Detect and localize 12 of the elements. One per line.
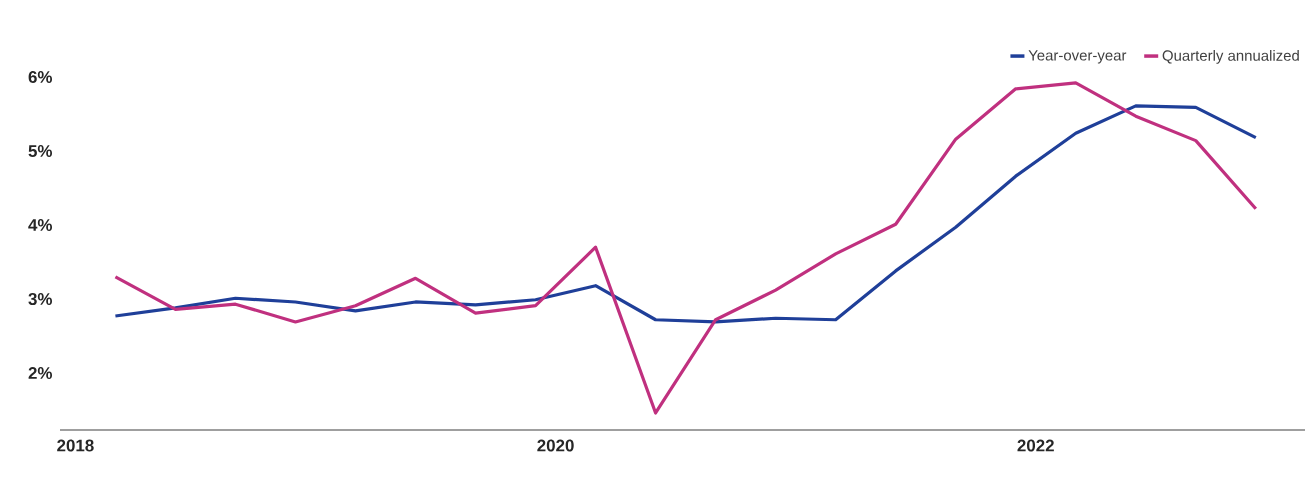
legend-label: Year-over-year — [1028, 50, 1127, 64]
x-tick-label: 2018 — [57, 439, 94, 452]
y-tick-label: 5% — [28, 145, 53, 157]
y-tick-label: 2% — [28, 367, 53, 379]
x-tick-label: 2020 — [537, 439, 574, 452]
y-tick-label: 3% — [28, 293, 53, 306]
y-tick-label: 4% — [28, 219, 53, 231]
x-tick-label: 2022 — [1017, 439, 1054, 452]
line-series — [113, 104, 1258, 324]
y-tick-label: 6% — [28, 71, 53, 83]
legend-label: Quarterly annualized — [1162, 49, 1299, 64]
line-series — [113, 81, 1258, 415]
